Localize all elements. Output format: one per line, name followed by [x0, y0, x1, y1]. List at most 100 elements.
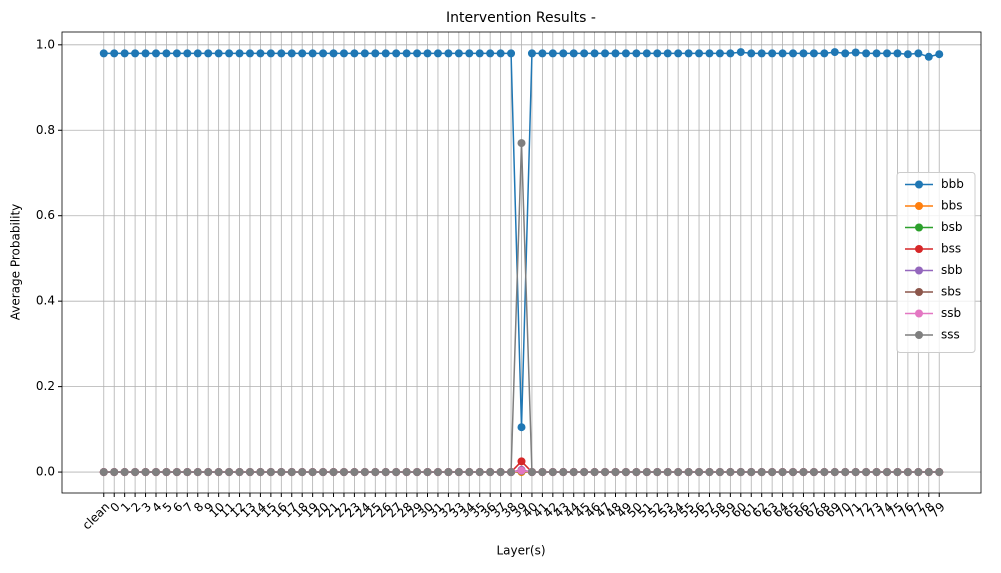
data-point: [465, 468, 474, 477]
data-point: [559, 468, 568, 477]
legend-label: sbs: [941, 285, 961, 299]
data-point: [569, 49, 578, 58]
data-point: [903, 50, 912, 59]
data-point: [820, 468, 829, 477]
data-point: [402, 468, 411, 477]
data-point: [131, 49, 140, 58]
data-point: [653, 49, 662, 58]
data-point: [371, 49, 380, 58]
data-point: [110, 468, 119, 477]
data-point: [705, 468, 714, 477]
legend-label: ssb: [941, 306, 961, 320]
data-point: [674, 49, 683, 58]
data-point: [621, 468, 630, 477]
data-point: [413, 468, 422, 477]
data-point: [559, 49, 568, 58]
legend-label: bss: [941, 242, 961, 256]
data-point: [914, 468, 923, 477]
data-point: [601, 49, 610, 58]
data-point: [360, 468, 369, 477]
y-tick-label: 0.0: [36, 465, 55, 479]
data-point: [99, 468, 108, 477]
data-point: [183, 468, 192, 477]
data-point: [245, 468, 254, 477]
data-point: [392, 468, 401, 477]
data-point: [454, 49, 463, 58]
data-point: [924, 468, 933, 477]
data-point: [235, 468, 244, 477]
data-point: [319, 468, 328, 477]
data-point: [120, 468, 129, 477]
data-point: [507, 49, 516, 58]
data-point: [308, 49, 317, 58]
data-point: [444, 468, 453, 477]
data-point: [601, 468, 610, 477]
data-point: [371, 468, 380, 477]
data-point: [872, 468, 881, 477]
data-point: [809, 49, 818, 58]
data-point: [663, 49, 672, 58]
data-point: [862, 468, 871, 477]
data-point: [580, 468, 589, 477]
data-point: [151, 49, 160, 58]
data-point: [245, 49, 254, 58]
data-point: [131, 468, 140, 477]
data-point: [381, 49, 390, 58]
data-point: [527, 468, 536, 477]
data-point: [851, 468, 860, 477]
data-point: [715, 49, 724, 58]
data-point: [475, 468, 484, 477]
data-point: [778, 49, 787, 58]
data-point: [360, 49, 369, 58]
data-point: [266, 49, 275, 58]
data-point: [695, 49, 704, 58]
y-tick-label: 0.2: [36, 379, 55, 393]
data-point: [141, 49, 150, 58]
data-point: [883, 468, 892, 477]
data-point: [298, 49, 307, 58]
legend-marker: [915, 202, 923, 210]
data-point: [454, 468, 463, 477]
data-point: [538, 468, 547, 477]
data-point: [548, 49, 557, 58]
data-point: [517, 466, 526, 475]
data-point: [204, 468, 213, 477]
data-point: [684, 468, 693, 477]
data-point: [413, 49, 422, 58]
legend-label: bbs: [941, 199, 963, 213]
y-tick-label: 0.4: [36, 294, 55, 308]
data-point: [225, 49, 234, 58]
data-point: [172, 468, 181, 477]
legend-marker: [915, 180, 923, 189]
data-point: [799, 49, 808, 58]
data-point: [903, 468, 912, 477]
data-point: [392, 49, 401, 58]
data-point: [914, 49, 923, 58]
data-point: [893, 49, 902, 58]
data-point: [736, 48, 745, 57]
data-point: [433, 468, 442, 477]
data-point: [789, 49, 798, 58]
data-point: [151, 468, 160, 477]
data-point: [402, 49, 411, 58]
data-point: [935, 50, 944, 59]
data-point: [204, 49, 213, 58]
data-point: [747, 468, 756, 477]
data-point: [872, 49, 881, 58]
legend-label: sss: [941, 328, 960, 342]
data-point: [381, 468, 390, 477]
data-point: [757, 468, 766, 477]
data-point: [830, 468, 839, 477]
data-point: [590, 49, 599, 58]
y-tick-label: 0.6: [36, 208, 55, 222]
data-point: [256, 49, 265, 58]
data-point: [329, 468, 338, 477]
data-point: [893, 468, 902, 477]
data-point: [298, 468, 307, 477]
data-point: [674, 468, 683, 477]
data-point: [277, 49, 286, 58]
data-point: [162, 468, 171, 477]
data-point: [183, 49, 192, 58]
data-point: [747, 49, 756, 58]
data-point: [99, 49, 108, 58]
